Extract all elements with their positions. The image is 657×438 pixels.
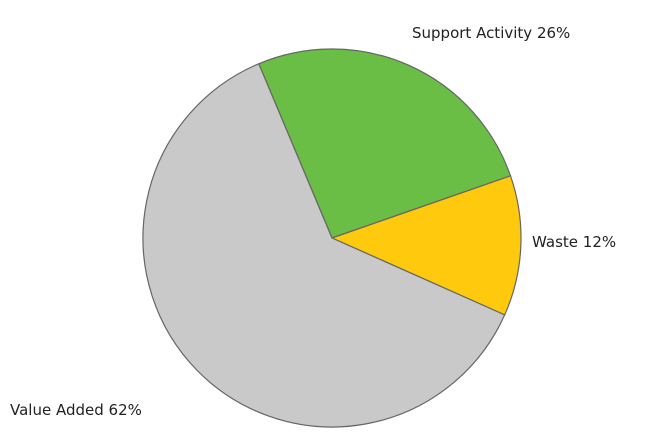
pie-slice [330, 175, 522, 316]
slice-value: 62% [109, 401, 142, 419]
slice-label: Waste 12% [532, 233, 616, 251]
slice-value: 12% [583, 233, 616, 251]
slice-name: Waste [532, 233, 578, 251]
slice-name: Value Added [10, 401, 104, 419]
slice-label: Support Activity 26% [412, 24, 570, 42]
slice-value: 26% [537, 24, 570, 42]
slice-name: Support Activity [412, 24, 532, 42]
pie-slice [142, 62, 506, 428]
slice-label: Value Added 62% [10, 401, 142, 419]
pie-slice [257, 48, 512, 239]
